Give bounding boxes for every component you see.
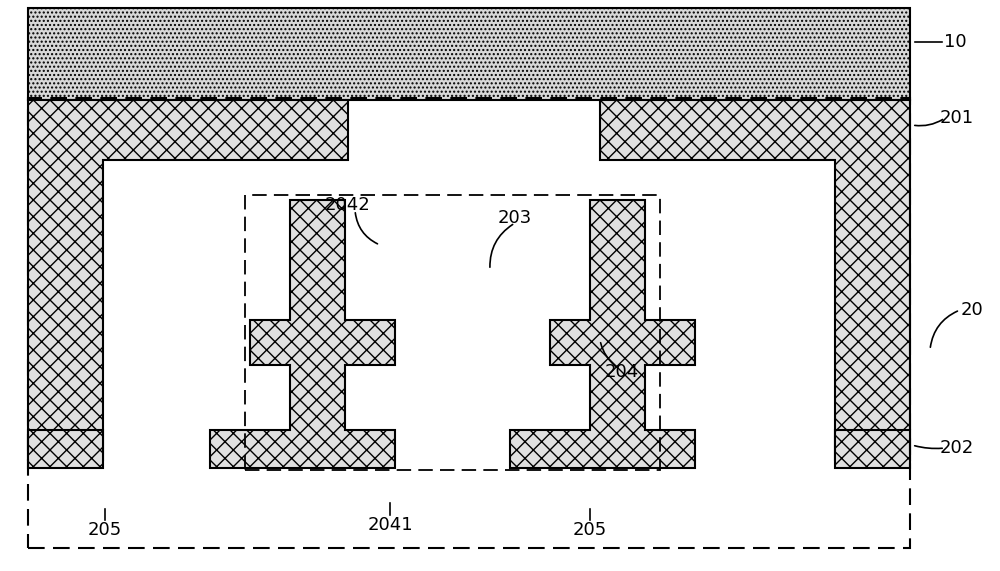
Polygon shape <box>28 100 348 460</box>
Text: 204: 204 <box>605 363 639 381</box>
Text: 2041: 2041 <box>367 516 413 534</box>
Text: 205: 205 <box>88 521 122 539</box>
Bar <box>245 195 660 470</box>
FancyArrowPatch shape <box>490 224 513 267</box>
Text: 20: 20 <box>961 301 983 319</box>
Text: 202: 202 <box>940 439 974 457</box>
Text: 205: 205 <box>573 521 607 539</box>
Text: 203: 203 <box>498 209 532 227</box>
Bar <box>28 8 910 100</box>
FancyArrowPatch shape <box>601 343 616 367</box>
FancyArrowPatch shape <box>915 446 942 448</box>
FancyArrowPatch shape <box>355 213 377 244</box>
Polygon shape <box>210 200 395 468</box>
Bar <box>28 430 103 468</box>
FancyArrowPatch shape <box>930 311 957 347</box>
Text: 10: 10 <box>944 33 966 51</box>
Polygon shape <box>600 100 910 460</box>
Bar <box>28 98 910 548</box>
Polygon shape <box>510 200 695 468</box>
FancyArrowPatch shape <box>915 119 943 126</box>
Bar <box>835 430 910 468</box>
Text: 201: 201 <box>940 109 974 127</box>
Text: 2042: 2042 <box>325 196 371 214</box>
